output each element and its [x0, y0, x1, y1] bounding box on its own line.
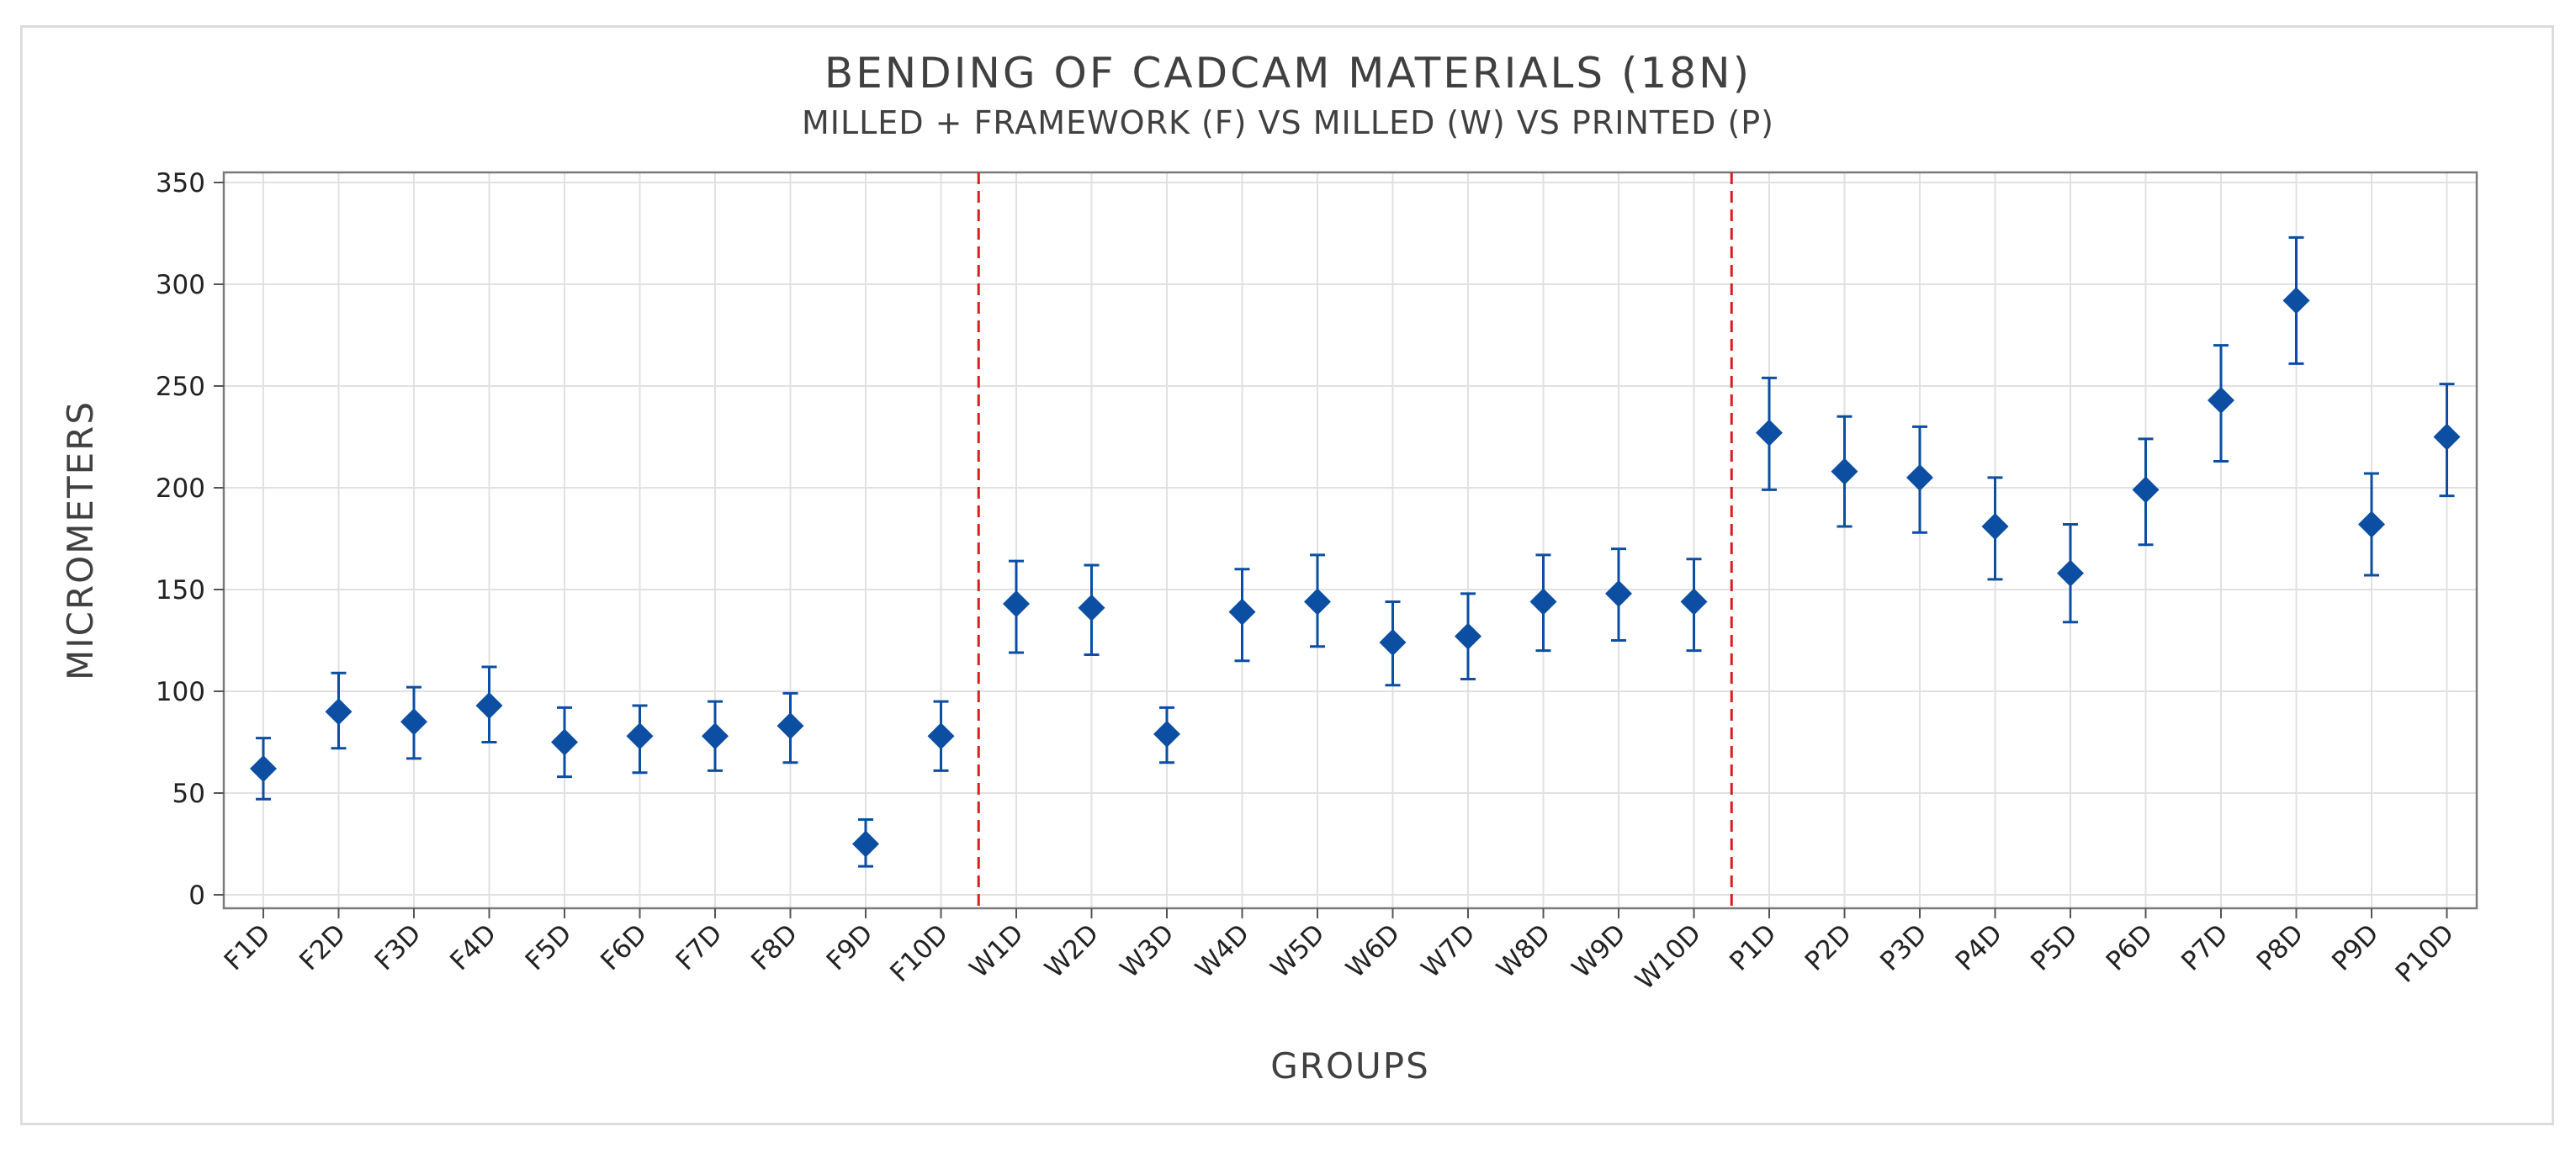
mean-marker: [250, 754, 277, 782]
mean-marker: [927, 722, 955, 750]
mean-marker: [2057, 559, 2084, 587]
x-tick-label: W9D: [1566, 918, 1632, 984]
x-tick-label: F9D: [821, 918, 879, 976]
x-tick-label: P1D: [1724, 918, 1783, 977]
mean-marker: [2132, 476, 2160, 504]
mean-marker: [2433, 423, 2461, 451]
x-tick-label: P5D: [2025, 918, 2084, 977]
mean-marker: [2282, 287, 2310, 315]
x-tick-label: F3D: [369, 918, 427, 976]
mean-marker: [1003, 590, 1030, 617]
mean-marker: [1228, 598, 1256, 626]
mean-marker: [1379, 628, 1407, 656]
y-tick-label: 200: [156, 473, 205, 504]
x-tick-label: W10D: [1630, 918, 1707, 996]
mean-marker: [1304, 588, 1331, 616]
mean-marker: [1605, 579, 1632, 607]
mean-marker: [1906, 463, 1933, 491]
x-tick-label: P9D: [2326, 918, 2385, 977]
plot-border: [222, 171, 2478, 910]
x-tick-label: P10D: [2390, 918, 2460, 988]
x-tick-label: W1D: [964, 918, 1030, 984]
x-tick-label: W7D: [1416, 918, 1481, 984]
y-tick-label: 150: [156, 575, 205, 606]
x-tick-label: W3D: [1115, 918, 1180, 984]
x-tick-label: F7D: [671, 918, 729, 976]
y-tick-label: 300: [156, 270, 205, 300]
y-tick-label: 0: [188, 881, 205, 911]
x-tick-label: F5D: [520, 918, 578, 976]
chart-title: BENDING OF CADCAM MATERIALS (18N): [824, 49, 1752, 98]
x-tick-label: P8D: [2251, 918, 2310, 977]
y-tick-label: 100: [156, 677, 205, 707]
y-tick-label: 350: [156, 168, 205, 198]
mean-marker: [626, 722, 654, 750]
mean-marker: [852, 830, 879, 858]
x-tick-label: F6D: [595, 918, 653, 976]
mean-marker: [1529, 588, 1557, 616]
mean-marker: [1756, 419, 1783, 447]
mean-marker: [2208, 386, 2234, 414]
mean-marker: [1981, 512, 2009, 540]
y-tick-label: 50: [172, 779, 205, 809]
x-tick-label: F8D: [745, 918, 803, 976]
mean-marker: [1153, 720, 1180, 748]
mean-marker: [777, 712, 804, 740]
mean-marker: [551, 728, 578, 756]
y-tick-label: 250: [156, 372, 205, 402]
x-tick-label: P6D: [2101, 918, 2160, 977]
mean-marker: [1078, 594, 1105, 621]
x-tick-label: F2D: [294, 918, 352, 976]
mean-marker: [1455, 622, 1481, 650]
x-tick-label: W4D: [1190, 918, 1255, 984]
mean-marker: [475, 691, 503, 719]
x-tick-label: W8D: [1491, 918, 1556, 984]
y-axis-label: MICROMETERS: [60, 400, 101, 680]
plot-area: [224, 172, 2477, 908]
x-tick-label: F1D: [219, 918, 277, 976]
x-tick-label: P4D: [1950, 918, 2009, 977]
mean-marker: [2358, 510, 2385, 538]
chart-subtitle: MILLED + FRAMEWORK (F) VS MILLED (W) VS …: [801, 104, 1775, 141]
x-axis-label: GROUPS: [1270, 1045, 1430, 1087]
x-tick-label: P2D: [1799, 918, 1858, 977]
x-tick-label: W5D: [1265, 918, 1331, 984]
x-tick-label: W2D: [1039, 918, 1105, 984]
mean-marker: [1680, 588, 1708, 616]
x-tick-label: F4D: [444, 918, 502, 976]
mean-marker: [702, 722, 729, 750]
mean-marker: [1831, 457, 1858, 485]
x-tick-label: W6D: [1340, 918, 1406, 984]
x-tick-label: P7D: [2176, 918, 2234, 977]
x-tick-label: P3D: [1874, 918, 1933, 977]
mean-marker: [400, 708, 427, 736]
x-tick-label: F10D: [884, 918, 954, 988]
mean-marker: [325, 698, 352, 726]
